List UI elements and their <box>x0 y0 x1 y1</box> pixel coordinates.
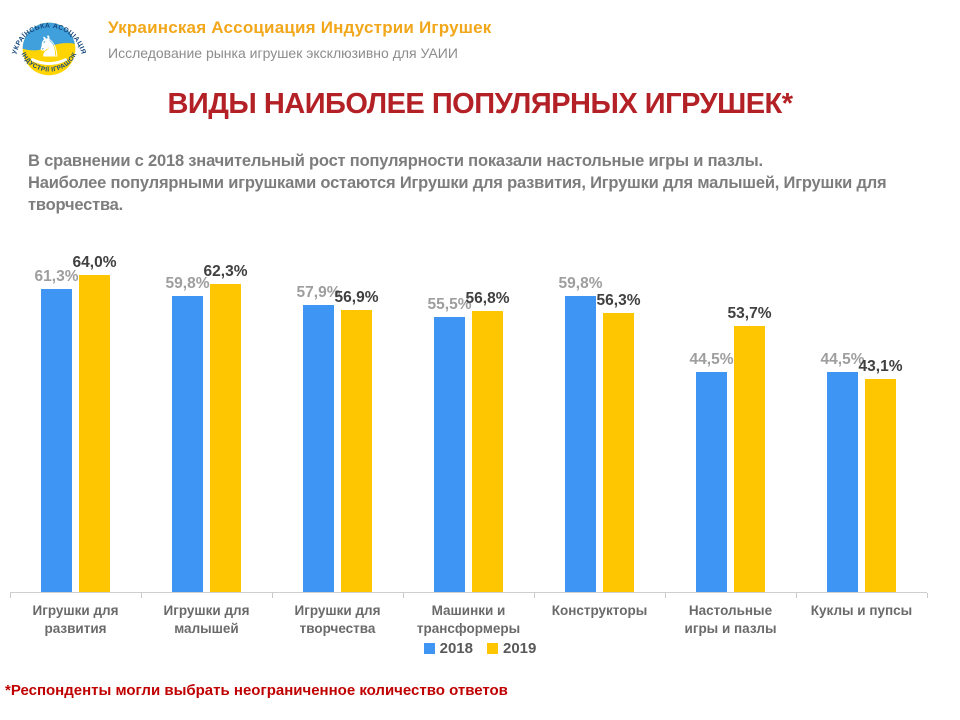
legend-item-2019: 2019 <box>487 640 536 657</box>
bar-2019: 64,0% <box>73 254 116 592</box>
category-group: 44,5% 53,7% <box>665 238 796 592</box>
category-group: 59,8% 62,3% <box>141 238 272 592</box>
category-label: Игрушки для малышей <box>163 603 250 636</box>
category-label: Конструкторы <box>551 603 648 618</box>
horse-glyph: ♞ <box>36 30 62 64</box>
value-label-2018: 57,9% <box>296 284 341 302</box>
description-line-2: Наиболее популярными игрушками остаются … <box>28 173 887 214</box>
bar-chart-plot-area: 61,3% 64,0% 59,8% 62,3% 57,9% 56,9% 55,5% 56,8%… <box>10 238 928 598</box>
bar-2018: 57,9% <box>297 284 340 592</box>
value-label-2019: 43,1% <box>858 357 903 375</box>
category-group: 55,5% 56,8% <box>403 238 534 592</box>
footnote: *Респонденты могли выбрать неограниченно… <box>5 682 508 699</box>
axis-tick <box>403 593 404 598</box>
category-label: Куклы и пупсы <box>810 603 913 618</box>
category-label: Игрушки для творчества <box>294 603 381 636</box>
category-label: Машинки и трансформеры <box>416 603 521 636</box>
bar-2018: 55,5% <box>428 296 471 592</box>
axis-tick <box>796 593 797 598</box>
axis-tick <box>534 593 535 598</box>
legend-swatch-icon <box>487 643 498 654</box>
category-label: Игрушки для развития <box>32 603 119 636</box>
value-label-2019: 64,0% <box>72 254 117 272</box>
value-label-2018: 59,8% <box>558 274 603 292</box>
legend-item-2018: 2018 <box>423 640 473 657</box>
bar-2018: 59,8% <box>559 275 602 592</box>
chart-legend: 2018 2019 <box>0 640 960 657</box>
organization-subtitle: Исследование рынка игрушек эксклюзивно д… <box>108 45 458 61</box>
chart-description: В сравнении с 2018 значительный рост поп… <box>28 151 936 216</box>
axis-tick <box>141 593 142 598</box>
value-label-2018: 59,8% <box>165 274 210 292</box>
category-group: 61,3% 64,0% <box>10 238 141 592</box>
legend-label: 2018 <box>439 640 473 657</box>
header-text: Украинская Ассоциация Индустрии Игрушек … <box>108 18 491 88</box>
bar-2018: 59,8% <box>166 275 209 592</box>
association-logo rocking-horse-icon: ♞ УКРАЇНСЬКА АСОЦІАЦІЯ ІНДУСТРІЇ ІГРАШОК <box>11 23 86 76</box>
bar-2018: 44,5% <box>690 351 733 592</box>
value-label-2018: 44,5% <box>689 350 734 368</box>
bar-2019: 53,7% <box>728 305 771 592</box>
organization-name: Украинская Ассоциация Индустрии Игрушек <box>108 18 492 37</box>
category-group: 44,5% 43,1% <box>796 238 927 592</box>
bar-2018: 61,3% <box>35 268 78 592</box>
legend-swatch-icon <box>423 643 435 654</box>
legend-label: 2019 <box>503 640 537 657</box>
bar-2019: 62,3% <box>204 263 247 592</box>
value-label-2019: 56,3% <box>596 292 641 310</box>
category-group: 59,8% 56,3% <box>534 238 665 592</box>
value-label-2019: 56,9% <box>334 289 379 307</box>
value-label-2019: 53,7% <box>727 305 772 323</box>
axis-tick <box>272 593 273 598</box>
rocker-arc <box>30 58 68 66</box>
description-line-1: В сравнении с 2018 значительный рост поп… <box>28 152 763 170</box>
value-label-2018: 61,3% <box>34 267 79 285</box>
bar-2019: 43,1% <box>859 358 902 592</box>
bar-2019: 56,9% <box>335 289 378 592</box>
value-label-2019: 62,3% <box>203 262 248 280</box>
value-label-2019: 56,8% <box>465 289 510 307</box>
bar-2018: 44,5% <box>821 351 864 592</box>
bar-2019: 56,8% <box>466 290 509 592</box>
value-label-2018: 44,5% <box>820 350 865 368</box>
axis-tick <box>665 593 666 598</box>
header: ♞ УКРАЇНСЬКА АСОЦІАЦІЯ ІНДУСТРІЇ ІГРАШОК… <box>8 6 491 88</box>
footnote-asterisk: * <box>5 682 11 699</box>
category-label: Настольные игры и пазлы <box>684 603 777 636</box>
footnote-text: Респонденты могли выбрать неограниченное… <box>10 682 508 699</box>
category-axis-labels: Игрушки для развития Игрушки для малышей И… <box>10 602 927 637</box>
category-group: 57,9% 56,9% <box>272 238 403 592</box>
bar-2019: 56,3% <box>597 292 640 592</box>
page-title: ВИДЫ НАИБОЛЕЕ ПОПУЛЯРНЫХ ИГРУШЕК* <box>167 88 793 120</box>
value-label-2018: 55,5% <box>427 296 472 314</box>
axis-tick <box>10 593 11 598</box>
axis-tick <box>927 593 928 598</box>
